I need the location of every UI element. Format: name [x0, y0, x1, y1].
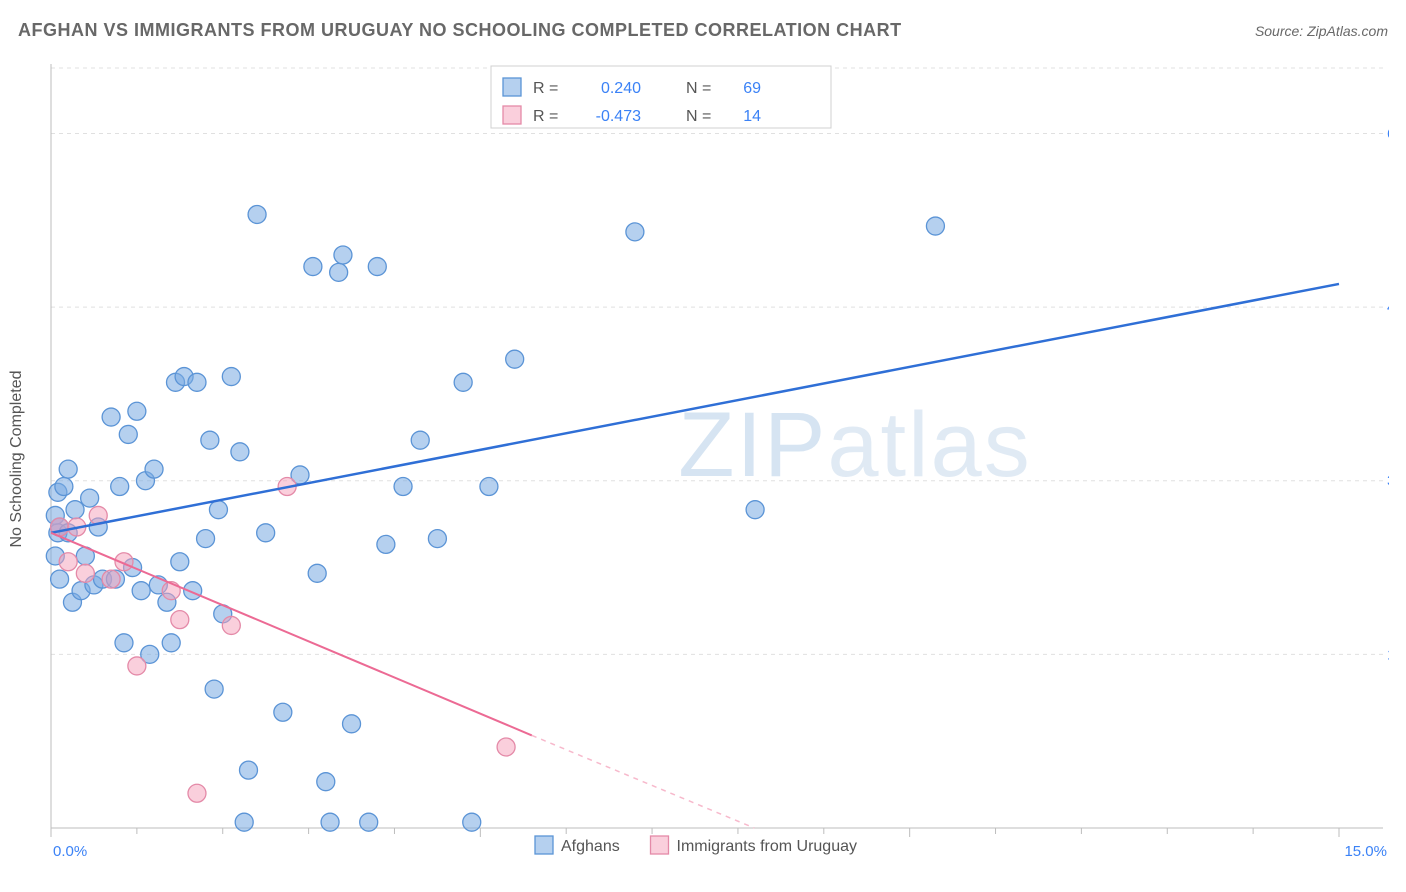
trend-line-uruguay-extrapolated	[532, 735, 754, 828]
data-point	[209, 501, 227, 519]
data-point	[506, 350, 524, 368]
data-point	[76, 564, 94, 582]
chart-source: Source: ZipAtlas.com	[1255, 23, 1388, 39]
x-tick-label: 15.0%	[1344, 843, 1387, 860]
data-point	[115, 634, 133, 652]
y-tick-label: 3.0%	[1387, 473, 1389, 490]
data-point	[205, 680, 223, 698]
data-point	[55, 478, 73, 496]
data-point	[308, 564, 326, 582]
data-point	[497, 738, 515, 756]
data-point	[257, 524, 275, 542]
data-point	[304, 258, 322, 276]
data-point	[231, 443, 249, 461]
data-point	[480, 478, 498, 496]
data-point	[119, 425, 137, 443]
watermark: ZIPatlas	[678, 394, 1031, 496]
data-point	[394, 478, 412, 496]
plot-container: No Schooling Completed 1.5%3.0%4.5%6.0%Z…	[45, 56, 1389, 862]
data-point	[368, 258, 386, 276]
legend-swatch	[503, 106, 521, 124]
data-point	[274, 703, 292, 721]
legend-r-value: 0.240	[601, 80, 641, 97]
data-point	[171, 553, 189, 571]
data-point	[162, 634, 180, 652]
data-point	[428, 530, 446, 548]
data-point	[222, 368, 240, 386]
data-point	[111, 478, 129, 496]
legend-swatch	[535, 836, 553, 854]
data-point	[128, 402, 146, 420]
legend-n-label: N =	[686, 80, 711, 97]
y-tick-label: 4.5%	[1387, 299, 1389, 316]
legend-swatch	[651, 836, 669, 854]
legend-swatch	[503, 78, 521, 96]
data-point	[81, 489, 99, 507]
data-point	[59, 460, 77, 478]
legend-series-label: Afghans	[561, 838, 620, 855]
correlation-scatter-chart: 1.5% 3.0% 4.5% 6.0% ZIPatlas 0.0% 15.0% R = 0.24…	[45, 56, 1389, 862]
data-point	[248, 205, 266, 223]
y-tick-label: 6.0%	[1387, 125, 1389, 142]
data-point	[132, 582, 150, 600]
data-point	[463, 813, 481, 831]
data-point	[201, 431, 219, 449]
legend-n-label: N =	[686, 108, 711, 125]
data-point	[59, 553, 77, 571]
data-point	[454, 373, 472, 391]
data-point	[411, 431, 429, 449]
data-point	[102, 570, 120, 588]
legend-r-value: -0.473	[596, 108, 641, 125]
data-point	[377, 535, 395, 553]
y-tick-label: 1.5%	[1387, 646, 1389, 663]
data-point	[235, 813, 253, 831]
legend-r-label: R =	[533, 108, 558, 125]
data-point	[222, 616, 240, 634]
data-point	[330, 263, 348, 281]
legend-n-value: 69	[743, 80, 761, 97]
x-tick-label: 0.0%	[53, 843, 87, 860]
data-point	[317, 773, 335, 791]
data-point	[926, 217, 944, 235]
legend-series-label: Immigrants from Uruguay	[677, 838, 858, 855]
data-point	[102, 408, 120, 426]
data-point	[746, 501, 764, 519]
data-point	[128, 657, 146, 675]
data-point	[51, 570, 69, 588]
data-point	[145, 460, 163, 478]
data-point	[188, 784, 206, 802]
y-axis-label: No Schooling Completed	[8, 371, 26, 548]
data-point	[334, 246, 352, 264]
legend-r-label: R =	[533, 80, 558, 97]
data-point	[343, 715, 361, 733]
data-point	[239, 761, 257, 779]
data-point	[197, 530, 215, 548]
data-point	[360, 813, 378, 831]
legend-n-value: 14	[743, 108, 761, 125]
data-point	[188, 373, 206, 391]
data-point	[171, 611, 189, 629]
data-point	[626, 223, 644, 241]
data-point	[66, 501, 84, 519]
data-point	[321, 813, 339, 831]
chart-title: AFGHAN VS IMMIGRANTS FROM URUGUAY NO SCH…	[18, 20, 902, 41]
